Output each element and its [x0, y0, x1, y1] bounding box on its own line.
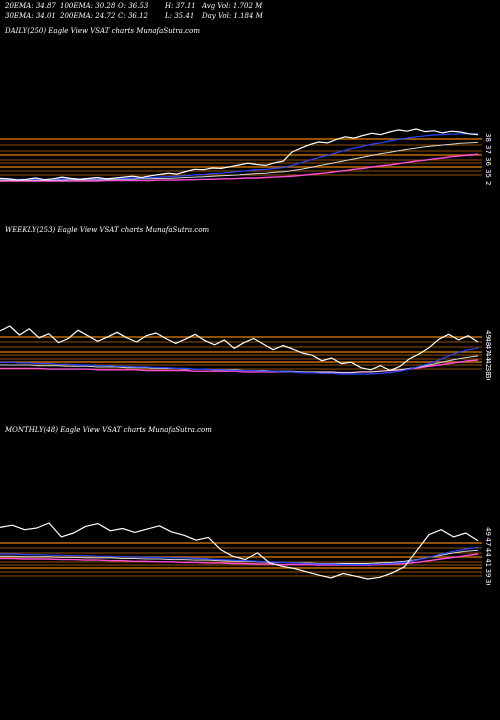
ema200-stat: 200EMA: 24.72 — [60, 12, 116, 20]
ema20-stat: 20EMA: 34.87 — [5, 2, 56, 10]
y-tick-label: 47 — [484, 345, 492, 354]
series-line-ema-mid — [0, 141, 479, 181]
y-tick-label: 37 — [484, 145, 492, 154]
weekly-chart-title: WEEKLY(253) Eagle View VSAT charts Munaf… — [5, 226, 210, 234]
series-line-ema-long — [0, 553, 479, 566]
y-tick-label: 36 — [484, 374, 492, 380]
series-line-ema-short — [0, 347, 479, 375]
daily-chart: 38 37 36 35 26 — [0, 128, 492, 185]
monthly-chart-title: MONTHLY(48) Eagle View VSAT charts Munaf… — [5, 426, 212, 434]
y-tick-label: 47 — [484, 537, 492, 546]
series-line-ema-mid — [0, 549, 479, 564]
y-tick-label: 42 — [484, 359, 492, 368]
series-line-price — [0, 128, 479, 181]
y-tick-label: 35 — [484, 169, 492, 178]
y-tick-label: 41 — [484, 558, 492, 567]
high-stat: H: 37.11 — [165, 2, 196, 10]
y-tick-label: 44 — [484, 352, 492, 361]
y-tick-label: 44 — [484, 548, 492, 557]
daily-chart-title: DAILY(250) Eagle View VSAT charts Munafa… — [5, 27, 200, 35]
open-stat: O: 36.53 — [118, 2, 149, 10]
series-line-ema-short — [0, 546, 479, 566]
y-tick-label: 36 — [484, 157, 492, 166]
series-line-ema-long — [0, 153, 479, 182]
y-tick-label: 38 — [484, 367, 492, 376]
series-line-price — [0, 522, 479, 580]
y-tick-label: 49 — [484, 330, 492, 339]
avg-vol-stat: Avg Vol: 1.702 M — [202, 2, 263, 10]
y-tick-label: 26 — [484, 181, 492, 185]
y-tick-label: 49 — [484, 527, 492, 536]
ema100-stat: 100EMA: 30.28 — [60, 2, 116, 10]
ema30-stat: 30EMA: 34.01 — [5, 12, 56, 20]
series-line-ema-short — [0, 133, 478, 180]
y-tick-label: 39 — [484, 569, 492, 578]
close-stat: C: 36.12 — [118, 12, 148, 20]
low-stat: L: 35.41 — [165, 12, 195, 20]
y-tick-label: 48 — [484, 337, 492, 346]
y-tick-label: 38 — [484, 133, 492, 142]
day-vol-stat: Day Vol: 1.184 M — [202, 12, 263, 20]
y-tick-label: 36 — [484, 579, 492, 585]
series-line-price — [0, 325, 479, 372]
